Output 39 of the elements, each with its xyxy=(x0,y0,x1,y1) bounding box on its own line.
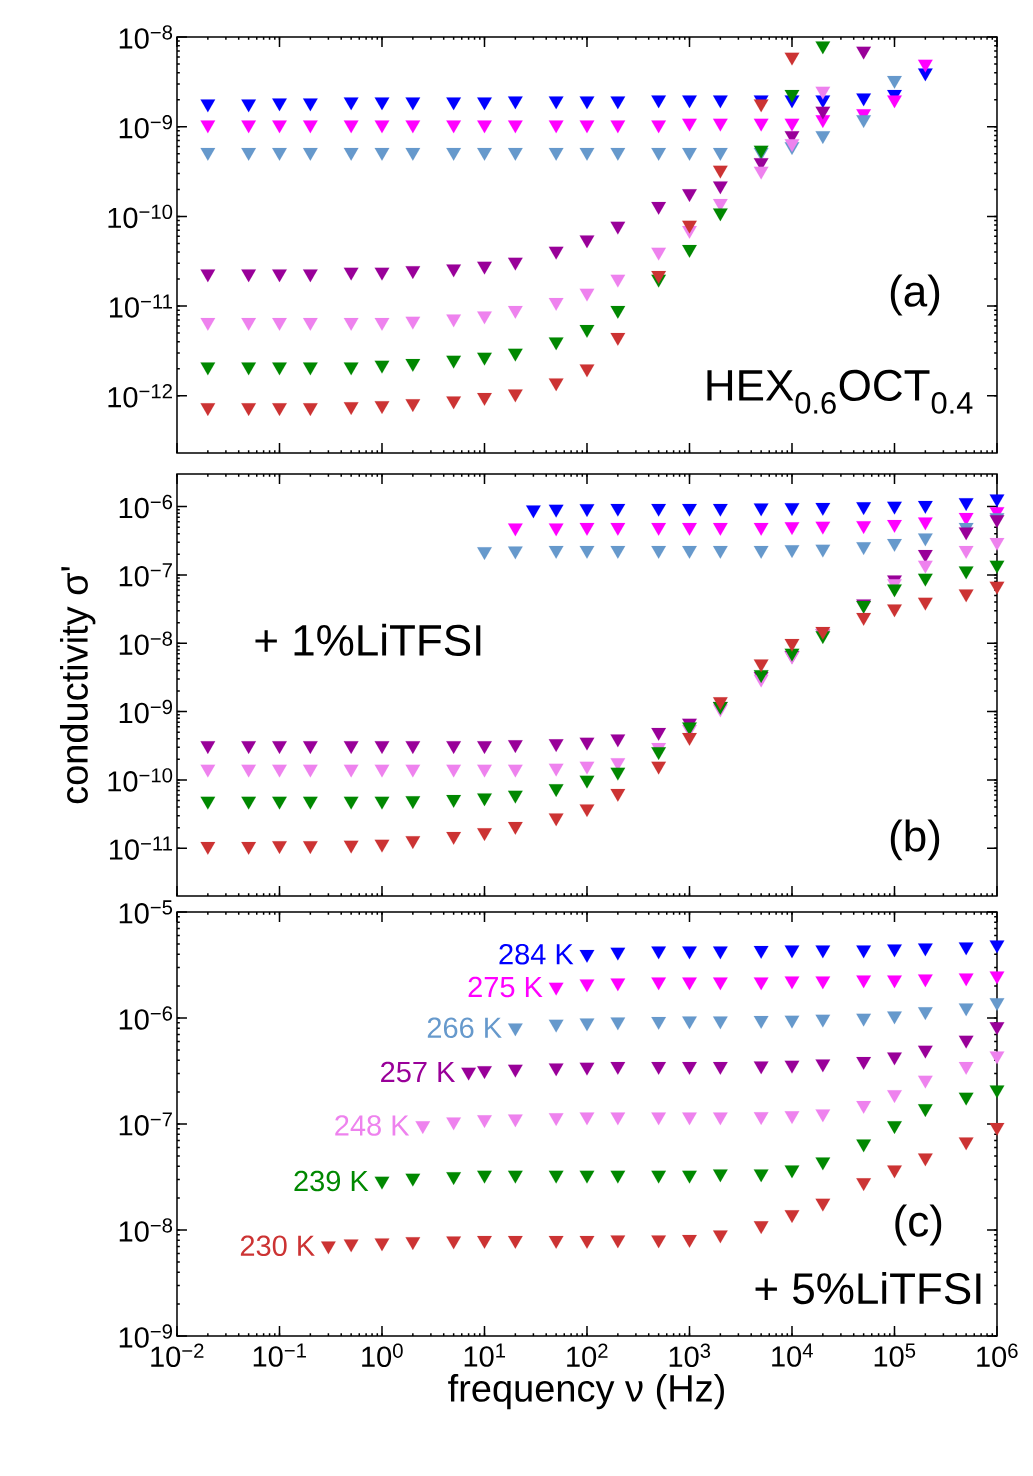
series-label: 248 K xyxy=(335,1115,410,1136)
x-tick-label: 10$^{2}$ xyxy=(567,1343,608,1368)
y-tick-label: 10$^{−8}$ xyxy=(119,1218,173,1242)
y-tick-label: 10$^{−9}$ xyxy=(119,114,172,139)
annotation: (b) xyxy=(890,819,940,861)
series-label: 275 K xyxy=(468,976,543,998)
annotation: + 1%LiTFSI xyxy=(255,623,481,656)
y-tick-label: 10$^{−6}$ xyxy=(119,1006,173,1030)
x-tick-label: 10$^{6}$ xyxy=(977,1343,1018,1368)
y-tick-label: 10$^{−11}$ xyxy=(109,294,172,318)
annotation: (a) xyxy=(890,274,940,316)
annotation: + 5%LiTFSI xyxy=(755,1271,981,1305)
y-tick-label: 10$^{−8}$ xyxy=(119,631,173,655)
y-tick-label: 10$^{−5}$ xyxy=(119,900,173,924)
x-tick-label: 10$^{1}$ xyxy=(464,1343,506,1367)
x-tick-label: 10$^{3}$ xyxy=(669,1343,711,1368)
x-tick-label: 10$^{4}$ xyxy=(772,1343,813,1367)
x-tick-label: 10$^{−2}$ xyxy=(151,1343,204,1368)
x-tick-label: 10$^{0}$ xyxy=(362,1343,403,1368)
series-label: 266 K xyxy=(427,1017,502,1038)
x-axis-title: frequency ν (Hz) xyxy=(448,1373,724,1410)
y-tick-label: 10$^{−11}$ xyxy=(109,836,172,860)
series-label: 257 K xyxy=(381,1061,456,1083)
y-tick-label: 10$^{−9}$ xyxy=(119,699,172,724)
series-label: 284 K xyxy=(499,943,574,965)
y-tick-label: 10$^{−8}$ xyxy=(119,25,173,49)
annotation: (c) xyxy=(895,1204,942,1246)
y-tick-label: 10$^{−12}$ xyxy=(108,384,172,408)
annotation: HEX$_{0.6}$OCT$_{0.4}$ xyxy=(707,369,973,414)
series-label: 230 K xyxy=(240,1235,315,1257)
y-tick-label: 10$^{−10}$ xyxy=(108,768,173,792)
y-tick-label: 10$^{−10}$ xyxy=(108,204,173,229)
y-tick-label: 10$^{−6}$ xyxy=(119,494,173,519)
x-tick-label: 10$^{5}$ xyxy=(874,1343,916,1367)
y-tick-label: 10$^{−7}$ xyxy=(119,563,172,587)
x-tick-label: 10$^{−1}$ xyxy=(253,1343,306,1367)
y-tick-label: 10$^{−7}$ xyxy=(119,1112,172,1136)
series-label: 239 K xyxy=(294,1170,369,1192)
y-axis-title: conductivity σ' xyxy=(59,567,96,804)
